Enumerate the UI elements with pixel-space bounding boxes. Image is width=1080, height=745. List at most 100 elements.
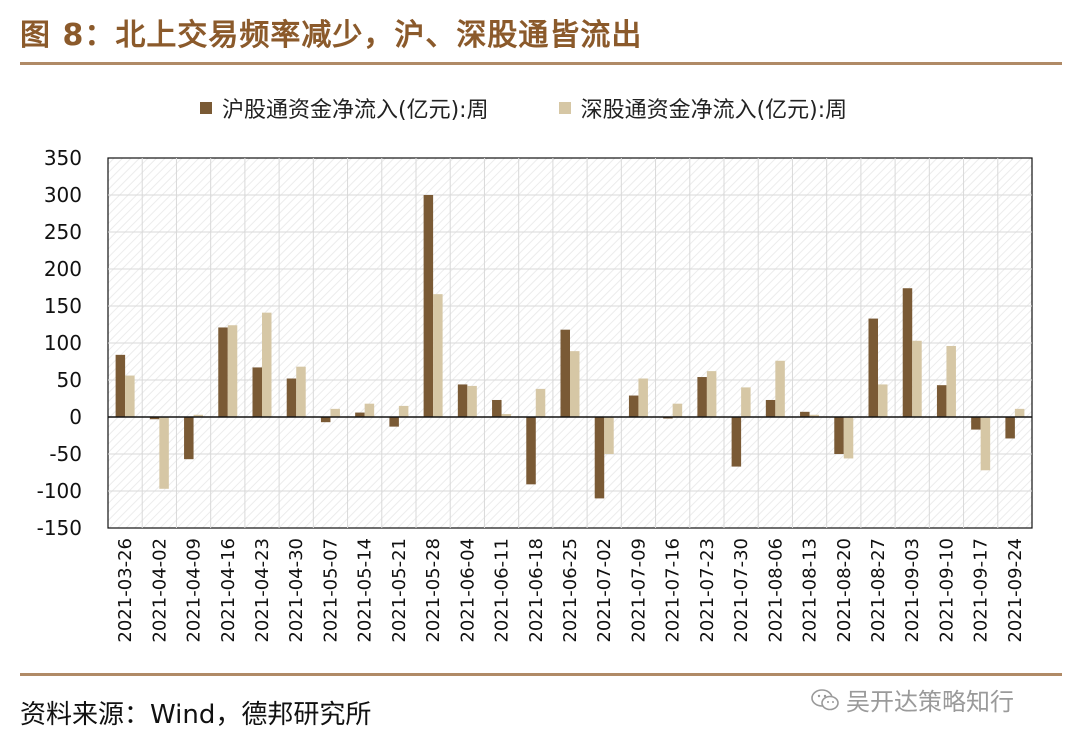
y-axis-ticks: -150 -100 -50 0 50 100 150 200 250 300 350 bbox=[37, 146, 82, 540]
bar-series2 bbox=[809, 414, 820, 417]
x-tick-label: 2021-06-25 bbox=[560, 538, 581, 643]
bar-series1 bbox=[218, 327, 228, 417]
y-tick-label: 100 bbox=[44, 331, 82, 355]
bar-series1 bbox=[457, 384, 468, 417]
x-tick-label: 2021-05-07 bbox=[320, 538, 341, 643]
x-tick-label: 2021-07-16 bbox=[663, 538, 684, 643]
bar-series1 bbox=[184, 417, 194, 460]
bar-series1 bbox=[868, 318, 878, 417]
bar-series2 bbox=[193, 414, 204, 417]
legend-label-series1: 沪股通资金净流入(亿元):周 bbox=[222, 98, 489, 123]
bar-series1 bbox=[697, 377, 707, 417]
x-tick-label: 2021-06-18 bbox=[526, 538, 547, 643]
bar-series1 bbox=[560, 329, 570, 417]
watermark: 吴开达策略知行 bbox=[810, 682, 1014, 717]
x-tick-label: 2021-06-11 bbox=[492, 538, 513, 643]
wechat-icon bbox=[811, 688, 839, 710]
y-tick-label: -100 bbox=[37, 479, 82, 503]
x-tick-label: 2021-08-27 bbox=[868, 538, 889, 643]
bar-series2 bbox=[570, 351, 580, 417]
bars bbox=[115, 195, 1025, 499]
x-tick-label: 2021-04-30 bbox=[286, 538, 307, 643]
bar-series2 bbox=[878, 384, 888, 417]
y-tick-label: 250 bbox=[44, 220, 82, 244]
x-tick-label: 2021-09-10 bbox=[936, 538, 957, 643]
y-tick-label: 0 bbox=[69, 405, 82, 429]
y-tick-label: 200 bbox=[44, 257, 82, 281]
bar-series2 bbox=[501, 414, 512, 417]
top-rule bbox=[20, 62, 1062, 65]
bar-series2 bbox=[467, 385, 477, 417]
x-tick-label: 2021-07-23 bbox=[697, 538, 718, 643]
bar-series2 bbox=[604, 417, 614, 454]
bar-series1 bbox=[936, 385, 947, 417]
bar-series1 bbox=[492, 399, 502, 417]
y-tick-label: 300 bbox=[44, 183, 82, 207]
x-tick-label: 2021-04-09 bbox=[184, 538, 205, 643]
bar-series1 bbox=[149, 417, 160, 420]
bar-series1 bbox=[423, 195, 434, 417]
bar-series2 bbox=[843, 417, 854, 459]
bar-series1 bbox=[834, 417, 844, 454]
bar-series1 bbox=[526, 417, 536, 485]
x-tick-label: 2021-05-21 bbox=[389, 538, 410, 643]
x-axis-ticks: 2021-03-26 2021-04-02 2021-04-09 2021-04-16… bbox=[115, 538, 1026, 643]
bar-series1 bbox=[286, 378, 297, 417]
bottom-rule bbox=[20, 673, 1062, 676]
y-tick-label: -50 bbox=[49, 442, 82, 466]
x-tick-label: 2021-06-04 bbox=[457, 538, 478, 643]
bar-series1 bbox=[800, 411, 810, 417]
bar-series1 bbox=[389, 417, 399, 427]
legend: 沪股通资金净流入(亿元):周 深股通资金净流入(亿元):周 bbox=[200, 92, 847, 124]
x-tick-label: 2021-07-30 bbox=[731, 538, 752, 643]
bar-series2 bbox=[912, 340, 922, 417]
bar-series1 bbox=[355, 412, 365, 417]
legend-swatch-series1 bbox=[200, 102, 212, 114]
x-tick-label: 2021-04-02 bbox=[149, 538, 170, 643]
bar-chart: -150 -100 -50 0 50 100 150 200 250 300 350 2021-03… bbox=[37, 146, 1033, 643]
bar-series1 bbox=[971, 417, 981, 430]
watermark-text: 吴开达策略知行 bbox=[846, 688, 1014, 716]
x-tick-label: 2021-05-28 bbox=[423, 538, 444, 643]
y-tick-label: -150 bbox=[37, 516, 82, 540]
bar-series2 bbox=[227, 325, 238, 417]
bar-series2 bbox=[1014, 408, 1025, 417]
bar-series2 bbox=[535, 388, 546, 417]
bar-series1 bbox=[252, 367, 262, 417]
x-tick-label: 2021-07-02 bbox=[594, 538, 615, 643]
legend-item-series1: 沪股通资金净流入(亿元):周 bbox=[200, 92, 489, 124]
y-tick-label: 50 bbox=[57, 368, 82, 392]
bar-series2 bbox=[296, 366, 306, 417]
x-tick-label: 2021-09-03 bbox=[902, 538, 923, 643]
bar-series2 bbox=[330, 408, 340, 417]
x-tick-label: 2021-08-06 bbox=[765, 538, 786, 643]
bar-series2 bbox=[741, 387, 751, 417]
x-tick-label: 2021-07-09 bbox=[628, 538, 649, 643]
bar-series2 bbox=[638, 378, 648, 417]
bar-series2 bbox=[364, 403, 375, 417]
bar-series1 bbox=[594, 417, 605, 499]
bar-series1 bbox=[628, 395, 639, 417]
y-tick-label: 150 bbox=[44, 294, 82, 318]
legend-swatch-series2 bbox=[558, 102, 571, 114]
bar-series2 bbox=[672, 403, 683, 417]
x-tick-label: 2021-03-26 bbox=[115, 538, 136, 643]
source-note: 资料来源：Wind，德邦研究所 bbox=[20, 700, 372, 730]
legend-label-series2: 深股通资金净流入(亿元):周 bbox=[580, 98, 848, 123]
bar-series1 bbox=[902, 288, 913, 417]
x-tick-label: 2021-05-14 bbox=[355, 538, 376, 643]
y-tick-label: 350 bbox=[44, 146, 82, 170]
bar-series2 bbox=[262, 312, 272, 417]
x-tick-label: 2021-04-16 bbox=[218, 538, 239, 643]
bar-series2 bbox=[706, 371, 717, 417]
x-tick-label: 2021-09-24 bbox=[1005, 538, 1026, 643]
legend-item-series2: 深股通资金净流入(亿元):周 bbox=[558, 92, 848, 124]
bar-series1 bbox=[765, 399, 776, 417]
bar-series1 bbox=[731, 417, 742, 467]
bar-series2 bbox=[125, 375, 135, 417]
bar-series2 bbox=[775, 360, 785, 417]
bar-series2 bbox=[433, 294, 443, 417]
bar-series1 bbox=[1005, 417, 1015, 439]
bar-series1 bbox=[320, 417, 331, 423]
bar-series2 bbox=[946, 345, 956, 417]
